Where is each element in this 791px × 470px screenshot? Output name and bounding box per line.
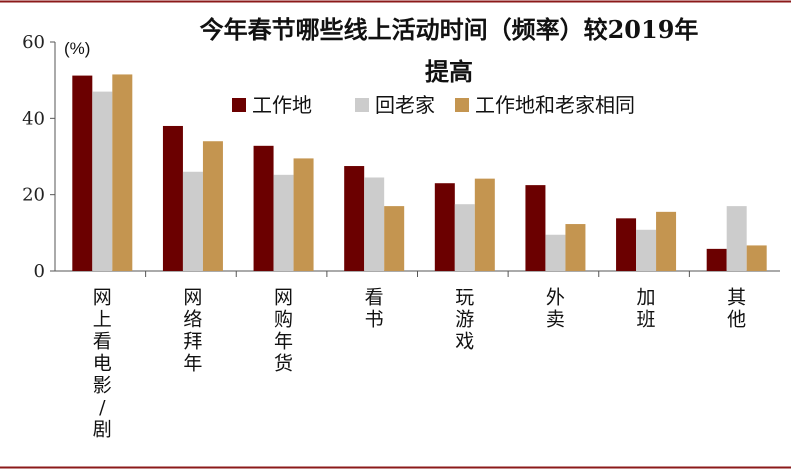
legend-label: 回老家 bbox=[375, 93, 435, 117]
bar-回老家 bbox=[636, 229, 657, 271]
bar-回老家 bbox=[726, 206, 747, 271]
x-category-label: 网购年货 bbox=[274, 287, 293, 375]
x-category-label: 网络拜年 bbox=[183, 287, 202, 375]
y-tick-label: 60 bbox=[22, 32, 45, 53]
legend: 工作地 回老家 工作地和老家相同 bbox=[232, 93, 635, 117]
bar-工作地和老家相同 bbox=[112, 74, 133, 271]
bar-工作地和老家相同 bbox=[656, 211, 677, 271]
x-category-label: 外卖 bbox=[546, 287, 565, 331]
bar-回老家 bbox=[364, 177, 385, 271]
bar-回老家 bbox=[454, 204, 475, 271]
legend-label: 工作地 bbox=[252, 93, 312, 117]
bar-工作地 bbox=[706, 248, 727, 271]
bar-工作地和老家相同 bbox=[384, 206, 405, 271]
y-tick-label: 40 bbox=[22, 108, 45, 129]
bar-回老家 bbox=[273, 174, 294, 271]
bar-工作地和老家相同 bbox=[746, 245, 767, 271]
bar-工作地 bbox=[616, 218, 637, 271]
x-category-label: 加班 bbox=[637, 287, 656, 331]
legend-swatch bbox=[455, 98, 469, 112]
bar-回老家 bbox=[92, 91, 113, 271]
bar-工作地 bbox=[434, 183, 455, 271]
bar-工作地 bbox=[253, 145, 274, 271]
chart-title-line1: 今年春节哪些线上活动时间（频率）较2019年 bbox=[200, 15, 699, 44]
legend-swatch bbox=[232, 98, 246, 112]
x-category-label: 看书 bbox=[365, 287, 384, 331]
bar-工作地和老家相同 bbox=[293, 158, 314, 271]
y-unit-label: (%) bbox=[64, 39, 90, 58]
y-tick-label: 0 bbox=[34, 261, 45, 282]
x-category-label: 网上看电影/剧 bbox=[93, 287, 112, 441]
bar-工作地和老家相同 bbox=[202, 141, 223, 271]
bar-工作地和老家相同 bbox=[565, 224, 586, 271]
legend-swatch bbox=[355, 98, 369, 112]
x-category-label: 其他 bbox=[727, 287, 746, 331]
bar-工作地 bbox=[162, 125, 183, 271]
bar-工作地 bbox=[344, 166, 365, 271]
bar-工作地和老家相同 bbox=[474, 178, 495, 271]
bar-工作地 bbox=[525, 185, 546, 271]
y-tick-label: 20 bbox=[22, 185, 45, 206]
chart-title-line2: 提高 bbox=[425, 57, 473, 86]
legend-label: 工作地和老家相同 bbox=[475, 93, 635, 117]
bar-回老家 bbox=[545, 234, 566, 271]
bar-回老家 bbox=[182, 171, 203, 271]
bar-工作地 bbox=[72, 75, 93, 271]
x-category-label: 玩游戏 bbox=[455, 287, 474, 353]
